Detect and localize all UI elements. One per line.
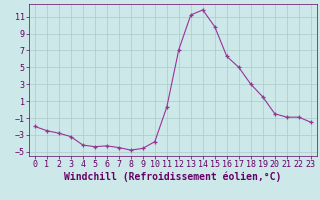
X-axis label: Windchill (Refroidissement éolien,°C): Windchill (Refroidissement éolien,°C) — [64, 172, 282, 182]
